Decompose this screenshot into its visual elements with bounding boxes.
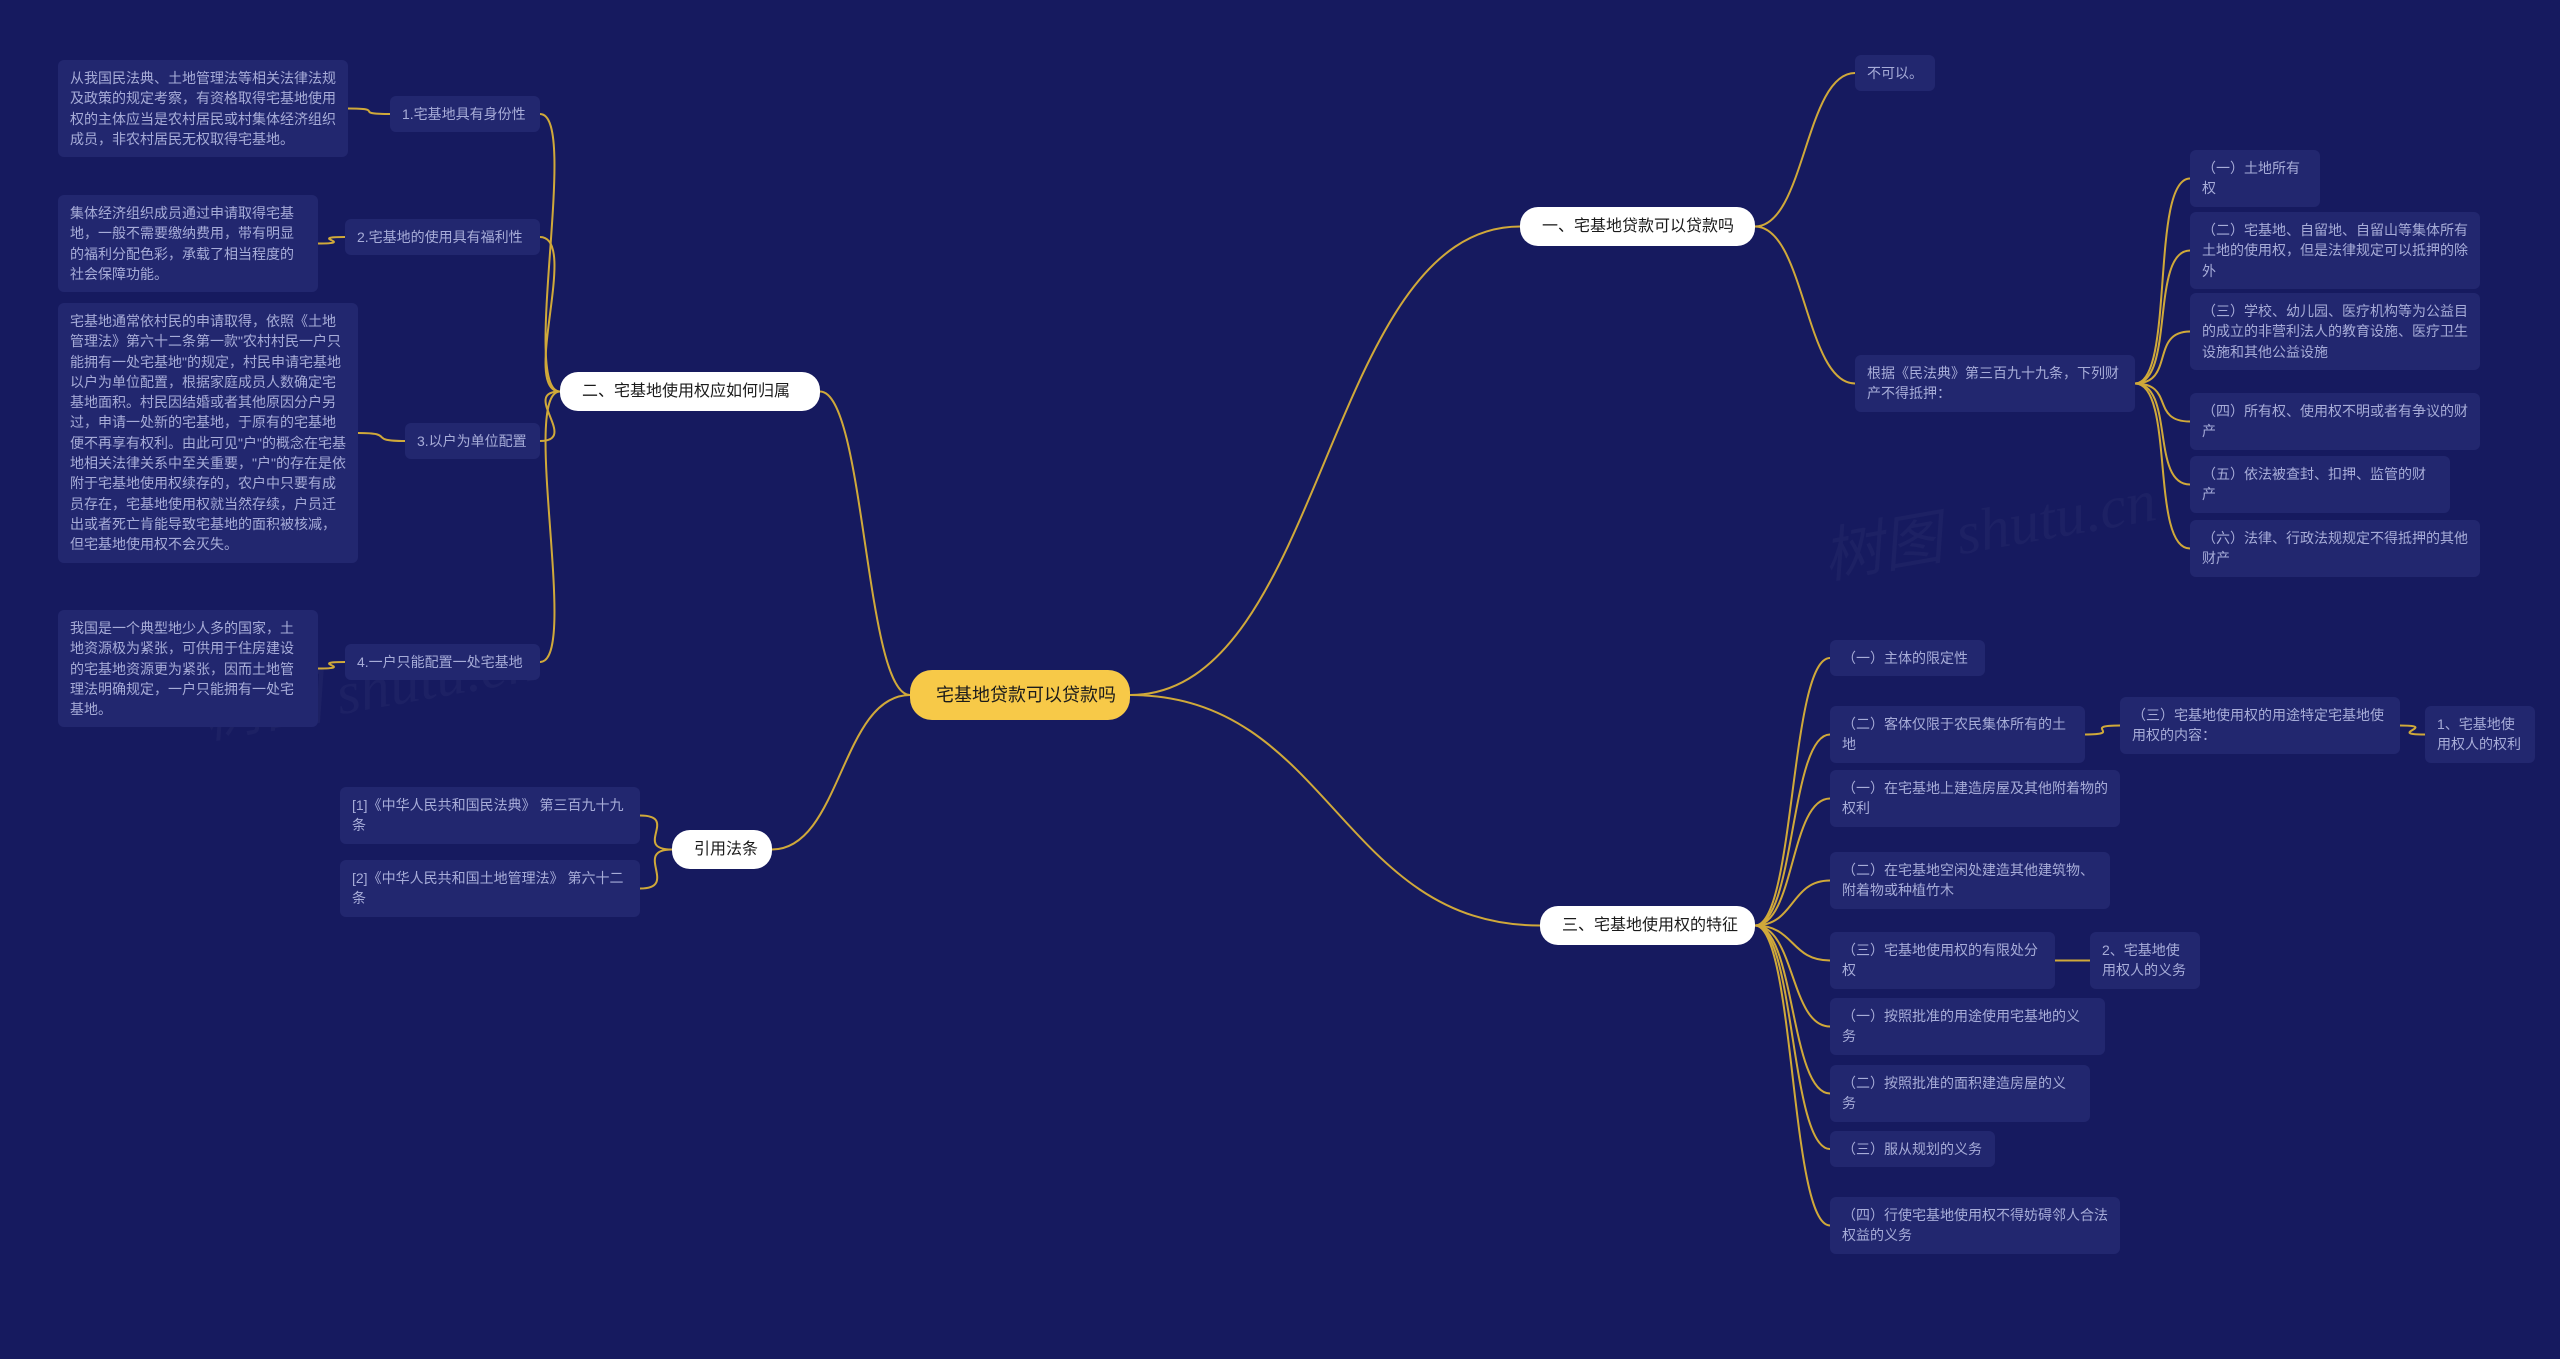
node-b3i[interactable]: （四）行使宅基地使用权不得妨碍邻人合法权益的义务 bbox=[1830, 1197, 2120, 1254]
node-b3a[interactable]: （一）主体的限定性 bbox=[1830, 640, 1985, 676]
node-b4a[interactable]: [1]《中华人民共和国民法典》 第三百九十九条 bbox=[340, 787, 640, 844]
node-b2c[interactable]: 3.以户为单位配置 bbox=[405, 423, 540, 459]
node-b3d[interactable]: （二）在宅基地空闲处建造其他建筑物、附着物或种植竹木 bbox=[1830, 852, 2110, 909]
node-b2[interactable]: 二、宅基地使用权应如何归属 bbox=[560, 372, 820, 411]
node-b3c[interactable]: （一）在宅基地上建造房屋及其他附着物的权利 bbox=[1830, 770, 2120, 827]
node-b2d1[interactable]: 我国是一个典型地少人多的国家，土地资源极为紧张，可供用于住房建设的宅基地资源更为… bbox=[58, 610, 318, 727]
node-b4b[interactable]: [2]《中华人民共和国土地管理法》 第六十二条 bbox=[340, 860, 640, 917]
node-b1[interactable]: 一、宅基地贷款可以贷款吗 bbox=[1520, 207, 1755, 246]
node-b2c1[interactable]: 宅基地通常依村民的申请取得，依照《土地管理法》第六十二条第一款"农村村民一户只能… bbox=[58, 303, 358, 563]
node-b3g[interactable]: （二）按照批准的面积建造房屋的义务 bbox=[1830, 1065, 2090, 1122]
node-b4[interactable]: 引用法条 bbox=[672, 830, 772, 869]
node-b1b1[interactable]: （一）土地所有权 bbox=[2190, 150, 2320, 207]
node-b1b3[interactable]: （三）学校、幼儿园、医疗机构等为公益目的成立的非营利法人的教育设施、医疗卫生设施… bbox=[2190, 293, 2480, 370]
node-root[interactable]: 宅基地贷款可以贷款吗 bbox=[910, 670, 1130, 720]
mindmap-stage: 树图 shutu.cn树图 shutu.cn宅基地贷款可以贷款吗一、宅基地贷款可… bbox=[0, 0, 2560, 1359]
node-b2a[interactable]: 1.宅基地具有身份性 bbox=[390, 96, 540, 132]
node-b3b1a[interactable]: 1、宅基地使用权人的权利 bbox=[2425, 706, 2535, 763]
node-b3b[interactable]: （二）客体仅限于农民集体所有的土地 bbox=[1830, 706, 2085, 763]
node-b1a[interactable]: 不可以。 bbox=[1855, 55, 1935, 91]
node-b2a1[interactable]: 从我国民法典、土地管理法等相关法律法规及政策的规定考察，有资格取得宅基地使用权的… bbox=[58, 60, 348, 157]
node-b1b[interactable]: 根据《民法典》第三百九十九条，下列财产不得抵押： bbox=[1855, 355, 2135, 412]
watermark: 树图 shutu.cn bbox=[1815, 451, 2162, 595]
node-b1b6[interactable]: （六）法律、行政法规规定不得抵押的其他财产 bbox=[2190, 520, 2480, 577]
node-b1b5[interactable]: （五）依法被查封、扣押、监管的财产 bbox=[2190, 456, 2450, 513]
node-b3[interactable]: 三、宅基地使用权的特征 bbox=[1540, 906, 1755, 945]
node-b2d[interactable]: 4.一户只能配置一处宅基地 bbox=[345, 644, 540, 680]
node-b3f[interactable]: （一）按照批准的用途使用宅基地的义务 bbox=[1830, 998, 2105, 1055]
node-b2b1[interactable]: 集体经济组织成员通过申请取得宅基地，一般不需要缴纳费用，带有明显的福利分配色彩，… bbox=[58, 195, 318, 292]
node-b2b[interactable]: 2.宅基地的使用具有福利性 bbox=[345, 219, 540, 255]
node-b1b2[interactable]: （二）宅基地、自留地、自留山等集体所有土地的使用权，但是法律规定可以抵押的除外 bbox=[2190, 212, 2480, 289]
node-b3b1[interactable]: （三）宅基地使用权的用途特定宅基地使用权的内容： bbox=[2120, 697, 2400, 754]
node-b3h[interactable]: （三）服从规划的义务 bbox=[1830, 1131, 1995, 1167]
node-b1b4[interactable]: （四）所有权、使用权不明或者有争议的财产 bbox=[2190, 393, 2480, 450]
node-b3e1[interactable]: 2、宅基地使用权人的义务 bbox=[2090, 932, 2200, 989]
node-b3e[interactable]: （三）宅基地使用权的有限处分权 bbox=[1830, 932, 2055, 989]
